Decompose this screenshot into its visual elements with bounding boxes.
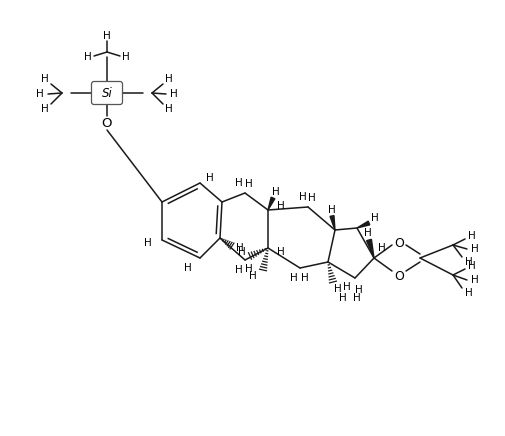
Text: H: H	[464, 257, 472, 267]
Text: H: H	[272, 187, 279, 197]
Text: H: H	[355, 285, 362, 295]
Text: Si: Si	[102, 86, 112, 99]
Text: H: H	[470, 275, 478, 285]
Text: H: H	[277, 201, 284, 211]
Text: H: H	[36, 89, 44, 99]
Text: H: H	[364, 228, 371, 238]
Polygon shape	[366, 239, 373, 258]
Text: H: H	[170, 89, 178, 99]
Text: H: H	[165, 104, 173, 114]
FancyBboxPatch shape	[91, 82, 122, 105]
Text: O: O	[102, 116, 112, 129]
Text: H: H	[352, 293, 360, 303]
Text: H: H	[235, 265, 242, 275]
Text: H: H	[327, 205, 335, 215]
Text: H: H	[370, 213, 378, 223]
Text: O: O	[393, 236, 403, 249]
Text: H: H	[84, 52, 92, 62]
Text: H: H	[144, 238, 152, 248]
Text: H: H	[184, 263, 191, 273]
Text: H: H	[298, 192, 306, 202]
Text: H: H	[165, 74, 173, 84]
Text: H: H	[377, 243, 385, 253]
Text: H: H	[206, 173, 214, 183]
Polygon shape	[357, 221, 369, 228]
Text: H: H	[333, 284, 341, 294]
Text: H: H	[235, 178, 242, 188]
Text: H: H	[342, 282, 350, 292]
Text: H: H	[244, 264, 252, 274]
Polygon shape	[268, 197, 274, 210]
Text: H: H	[244, 179, 252, 189]
Polygon shape	[329, 215, 334, 230]
Text: H: H	[122, 52, 130, 62]
Text: H: H	[300, 273, 308, 283]
Text: H: H	[470, 244, 478, 254]
Text: H: H	[238, 247, 245, 257]
Text: H: H	[338, 293, 346, 303]
Text: H: H	[103, 31, 111, 41]
Text: H: H	[41, 104, 49, 114]
Text: H: H	[467, 231, 475, 241]
Text: H: H	[467, 261, 475, 271]
Text: H: H	[464, 288, 472, 298]
Text: H: H	[248, 271, 257, 281]
Text: H: H	[277, 247, 284, 257]
Text: O: O	[393, 270, 403, 283]
Text: H: H	[41, 74, 49, 84]
Text: H: H	[236, 243, 243, 253]
Text: H: H	[289, 273, 297, 283]
Text: H: H	[308, 193, 315, 203]
